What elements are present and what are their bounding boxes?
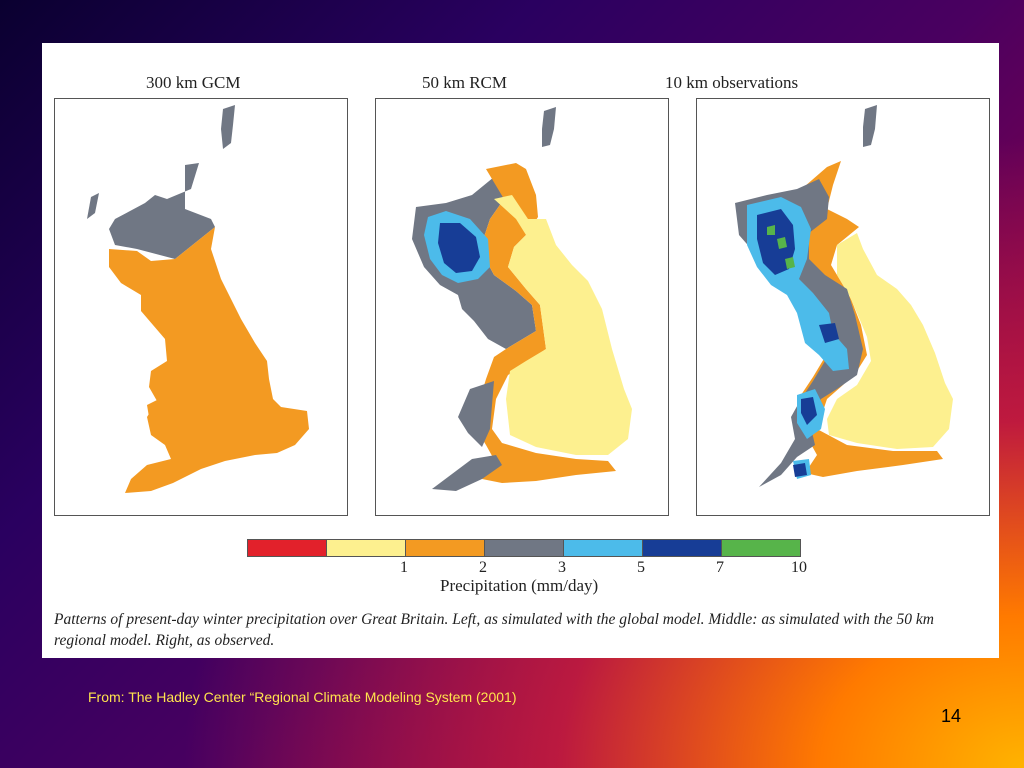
map-obs-cornwall-blue xyxy=(793,463,807,477)
map-obs-green-a xyxy=(777,237,787,249)
colorbar-tick: 1 xyxy=(400,559,408,576)
map-obs-blue-dark-south xyxy=(801,397,817,425)
colorbar-segment xyxy=(643,540,722,556)
figure-caption: Patterns of present-day winter precipita… xyxy=(54,611,934,649)
map-gcm-main xyxy=(109,227,309,493)
map-gcm-wales-cut xyxy=(147,395,167,429)
precipitation-figure: 300 km GCM 50 km RCM 10 km observations xyxy=(42,43,999,658)
map-rcm-east-yellow xyxy=(494,195,632,455)
page-number: 14 xyxy=(941,706,962,726)
colorbar-tick: 3 xyxy=(558,559,566,576)
colorbar-tick: 7 xyxy=(716,559,724,576)
map-obs-yellow xyxy=(827,233,953,449)
source-credit: From: The Hadley Center “Regional Climat… xyxy=(88,689,517,705)
colorbar-tick: 2 xyxy=(479,559,487,576)
map-rcm-shetland xyxy=(542,107,556,147)
map-rcm-blue-dark xyxy=(438,223,480,273)
map-obs-green-c xyxy=(767,225,775,235)
colorbar-segment xyxy=(722,540,800,556)
map-gcm-drawing xyxy=(87,105,309,493)
colorbar-segment xyxy=(485,540,564,556)
map-rcm xyxy=(375,98,669,516)
colorbar-segment xyxy=(564,540,643,556)
map-obs-shetland xyxy=(863,105,877,147)
map-rcm-cornwall xyxy=(432,455,502,491)
map-observations xyxy=(696,98,990,516)
panel-title-gcm: 300 km GCM xyxy=(146,73,241,92)
map-rcm-wales xyxy=(458,381,494,447)
colorbar-label: Precipitation (mm/day) xyxy=(440,576,599,595)
map-gcm-shetland xyxy=(221,105,235,149)
colorbar-segment xyxy=(406,540,485,556)
map-observations-drawing xyxy=(735,105,953,487)
colorbar-segment xyxy=(248,540,327,556)
map-obs-orange xyxy=(789,161,943,477)
panel-title-rcm: 50 km RCM xyxy=(422,73,508,92)
map-rcm-hebrides xyxy=(414,209,428,239)
colorbar-tick: 10 xyxy=(791,559,807,576)
panel-title-observations: 10 km observations xyxy=(665,73,799,92)
map-rcm-drawing xyxy=(412,107,632,491)
map-gcm-highlands xyxy=(109,163,215,259)
colorbar-segment xyxy=(327,540,406,556)
colorbar-tick: 5 xyxy=(637,559,645,576)
map-gcm xyxy=(54,98,348,516)
map-obs-blue-dark xyxy=(757,209,795,275)
map-gcm-hebrides xyxy=(87,193,99,219)
map-obs-blue-dark-mid xyxy=(819,323,839,343)
map-rcm-scotland-orange xyxy=(476,163,616,483)
map-obs-green-b xyxy=(785,257,795,269)
precipitation-colorbar xyxy=(247,539,801,557)
